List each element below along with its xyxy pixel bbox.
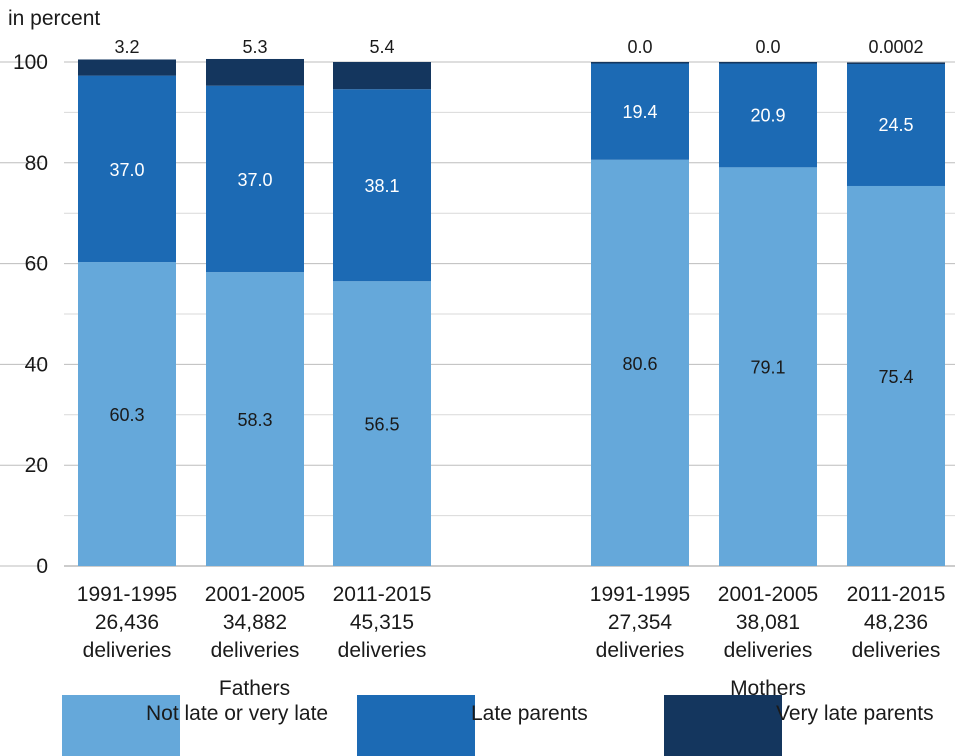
x-category-label: 2011-2015 [333,583,432,606]
y-tick-label: 40 [25,353,48,376]
y-tick-label: 100 [13,51,48,74]
y-tick-label: 0 [36,555,48,578]
unit-label: in percent [8,7,100,30]
bar-segment-very-late-parents [333,62,431,90]
bar-segment-not-late-or-very-late [719,167,817,566]
data-label: 0.0 [755,37,780,57]
bar-segment-not-late-or-very-late [78,262,176,566]
x-category-label: 45,315 [350,611,414,634]
bar-segment-late-parents [206,85,304,273]
data-label: 20.9 [750,106,785,126]
data-label: 75.4 [878,367,913,387]
x-category-label: deliveries [83,639,172,662]
legend-swatch-not-late [62,695,180,756]
group-label: Fathers [219,677,290,695]
x-category-label: deliveries [724,639,813,662]
bar-segment-very-late-parents [847,62,945,65]
bar-segment-not-late-or-very-late [206,272,304,566]
data-label: 24.5 [878,115,913,135]
data-label: 37.0 [237,170,272,190]
data-label: 58.3 [237,410,272,430]
x-category-label: 26,436 [95,611,159,634]
y-tick-label: 60 [25,253,48,276]
data-label: 37.0 [109,160,144,180]
x-category-label: 48,236 [864,611,928,634]
legend-swatch-very-late [664,695,782,756]
bar-segment-very-late-parents [719,62,817,64]
bar-segment-very-late-parents [591,62,689,64]
data-label: 79.1 [750,358,785,378]
y-tick-label: 20 [25,454,48,477]
bar-segment-late-parents [78,75,176,263]
bar-segment-late-parents [719,62,817,168]
data-label: 60.3 [109,405,144,425]
legend-label-late: Late parents [471,702,588,725]
stacked-bar-chart: 60.3 37.0 3.2 58.3 37.0 5.3 56.5 38.1 5.4 80.6 19.… [0,7,955,695]
data-label: 0.0002 [868,37,923,57]
bars [78,58,945,566]
bar-segment-not-late-or-very-late [591,159,689,566]
x-category-label: deliveries [338,639,427,662]
bar-segment-late-parents [591,62,689,160]
data-label: 38.1 [364,176,399,196]
x-category-label: 38,081 [736,611,800,634]
bar-segment-late-parents [333,89,431,282]
legend: Not late or very late Late parents Very … [0,695,955,756]
legend-label-very-late: Very late parents [776,702,934,725]
y-tick-label: 80 [25,152,48,175]
x-category-label: 2011-2015 [847,583,946,606]
data-label: 80.6 [622,354,657,374]
x-category-label: 1991-1995 [590,583,690,606]
data-label: 0.0 [627,37,652,57]
x-category-label: 34,882 [223,611,287,634]
data-labels: 60.3 37.0 3.2 58.3 37.0 5.3 56.5 38.1 5.4 80.6 19.… [109,37,923,435]
bar-segment-late-parents [847,62,945,186]
legend-label-not-late: Not late or very late [146,702,329,725]
x-category-label: 27,354 [608,611,673,634]
bar-segment-not-late-or-very-late [333,281,431,566]
x-category-label: deliveries [211,639,300,662]
x-category-label: 1991-1995 [77,583,177,606]
bar-segment-very-late-parents [206,58,304,86]
x-category-label: 2001-2005 [718,583,818,606]
axes: 0 20 40 60 80 100 1991-1995 26,436 deliveries 200… [13,51,945,695]
x-category-label: deliveries [852,639,941,662]
legend-swatch-late [357,695,475,756]
data-label: 5.3 [242,37,267,57]
x-category-label: 2001-2005 [205,583,305,606]
group-label: Mothers [730,677,806,695]
bar-segment-not-late-or-very-late [847,185,945,566]
data-label: 5.4 [369,37,394,57]
data-label: 56.5 [364,415,399,435]
bar-segment-very-late-parents [78,59,176,76]
x-category-label: deliveries [596,639,685,662]
data-label: 3.2 [114,37,139,57]
data-label: 19.4 [622,102,657,122]
